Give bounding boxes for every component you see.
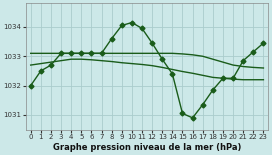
X-axis label: Graphe pression niveau de la mer (hPa): Graphe pression niveau de la mer (hPa)	[53, 143, 241, 152]
